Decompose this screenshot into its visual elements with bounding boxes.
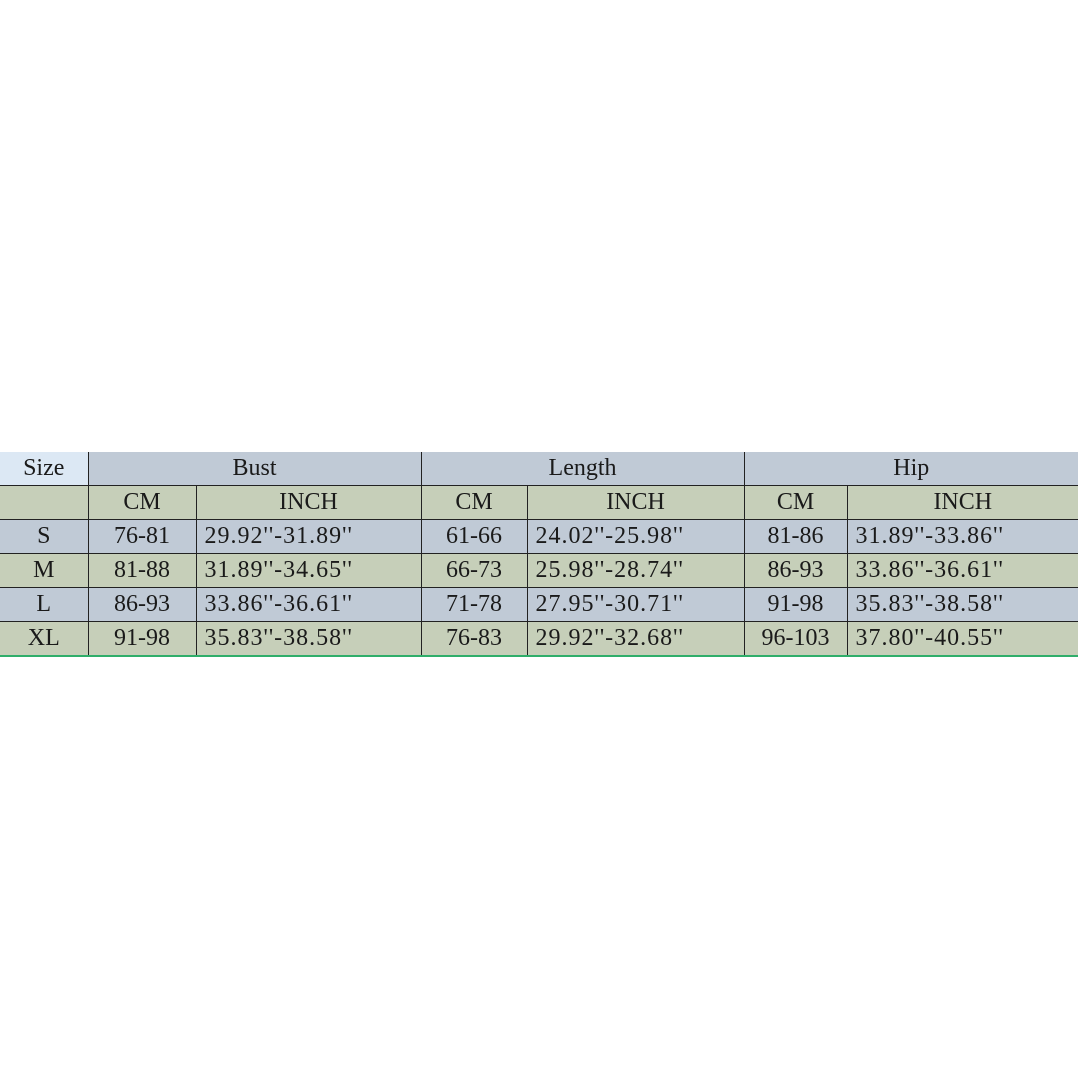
size-header: Size [0, 452, 89, 486]
table-row: L 86-93 33.86''-36.61'' 71-78 27.95''-30… [0, 587, 1079, 622]
cell: 35.83''-38.58'' [846, 587, 1079, 622]
cell: 25.98''-28.74'' [526, 553, 745, 588]
cell: 76-81 [87, 519, 197, 554]
cell: 61-66 [420, 519, 528, 554]
header-unit-row: CM INCH CM INCH CM INCH [0, 485, 1079, 520]
cell: 29.92''-31.89'' [195, 519, 422, 554]
cell: 35.83''-38.58'' [195, 621, 422, 657]
unit-header: INCH [526, 485, 745, 520]
empty-cell [0, 485, 89, 520]
size-cell: M [0, 553, 89, 588]
bust-header: Bust [87, 452, 422, 486]
cell: 31.89''-34.65'' [195, 553, 422, 588]
unit-header: INCH [195, 485, 422, 520]
size-cell: S [0, 519, 89, 554]
table-row: M 81-88 31.89''-34.65'' 66-73 25.98''-28… [0, 553, 1079, 588]
cell: 29.92''-32.68'' [526, 621, 745, 657]
table-row: XL 91-98 35.83''-38.58'' 76-83 29.92''-3… [0, 621, 1079, 657]
cell: 27.95''-30.71'' [526, 587, 745, 622]
table-row: S 76-81 29.92''-31.89'' 61-66 24.02''-25… [0, 519, 1079, 554]
cell: 81-88 [87, 553, 197, 588]
unit-header: CM [420, 485, 528, 520]
unit-header: CM [743, 485, 848, 520]
cell: 91-98 [87, 621, 197, 657]
header-group-row: Size Bust Length Hip [0, 452, 1079, 486]
cell: 37.80''-40.55'' [846, 621, 1079, 657]
size-chart-table: Size Bust Length Hip CM INCH CM INCH CM … [0, 452, 1079, 657]
cell: 24.02''-25.98'' [526, 519, 745, 554]
unit-header: INCH [846, 485, 1079, 520]
cell: 33.86''-36.61'' [846, 553, 1079, 588]
cell: 33.86''-36.61'' [195, 587, 422, 622]
size-cell: L [0, 587, 89, 622]
cell: 76-83 [420, 621, 528, 657]
cell: 71-78 [420, 587, 528, 622]
cell: 31.89''-33.86'' [846, 519, 1079, 554]
cell: 86-93 [87, 587, 197, 622]
cell: 66-73 [420, 553, 528, 588]
size-cell: XL [0, 621, 89, 657]
cell: 96-103 [743, 621, 848, 657]
cell: 86-93 [743, 553, 848, 588]
unit-header: CM [87, 485, 197, 520]
length-header: Length [420, 452, 745, 486]
hip-header: Hip [743, 452, 1079, 486]
cell: 81-86 [743, 519, 848, 554]
cell: 91-98 [743, 587, 848, 622]
